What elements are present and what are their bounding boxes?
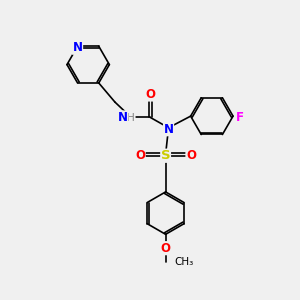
Text: O: O: [145, 88, 155, 101]
Text: O: O: [160, 242, 171, 255]
Text: H: H: [127, 113, 135, 123]
Text: O: O: [135, 149, 145, 162]
Text: CH₃: CH₃: [174, 257, 194, 267]
Text: F: F: [236, 111, 244, 124]
Text: N: N: [73, 41, 82, 54]
Text: O: O: [186, 149, 196, 162]
Text: N: N: [164, 123, 174, 136]
Text: S: S: [161, 149, 170, 162]
Text: N: N: [118, 111, 128, 124]
